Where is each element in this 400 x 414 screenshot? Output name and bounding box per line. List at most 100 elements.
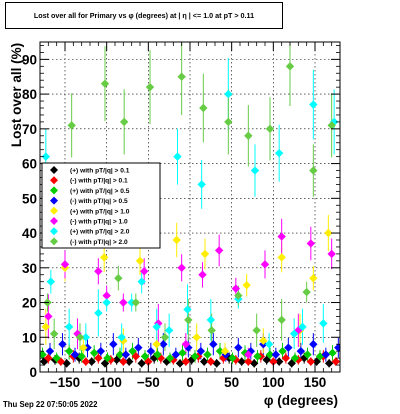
data-point [250,166,260,175]
data-point [152,340,161,349]
data-point [46,277,56,286]
legend-marker [50,227,58,236]
y-tick-label: 80 [22,87,37,102]
data-point [41,322,51,332]
data-point [81,333,91,342]
data-point [40,357,49,366]
data-point [278,346,287,356]
data-point [260,260,270,269]
data-point [207,326,216,335]
data-point [264,340,274,349]
data-point [277,232,286,241]
data-point [184,315,193,325]
data-point [100,79,110,88]
data-point [41,152,51,161]
legend-entry: (+) with pT/|q| > 0.5 [50,186,130,195]
data-point [328,348,337,358]
data-point [228,353,237,363]
data-point [298,322,307,332]
data-markers [40,62,340,368]
legend-entry: (+) with pT/|q| > 2.0 [50,227,130,236]
data-point [89,348,99,358]
data-point [259,336,268,345]
legend-label: (+) with pT/|q| > 1.0 [70,208,130,215]
data-point [306,357,316,366]
data-point [200,249,210,259]
data-point [131,352,141,361]
data-point [309,340,318,349]
data-point [334,343,340,352]
data-point [277,253,286,262]
timestamp: Thu Sep 22 07:50:05 2022 [3,400,98,409]
legend-entry: (+) with pT/|q| > 0.1 [50,166,130,175]
data-point [152,322,161,332]
data-point [203,350,212,359]
data-point [199,103,208,113]
data-point [309,274,318,283]
data-point [171,350,181,359]
data-point [102,298,111,307]
data-point [52,353,61,363]
y-tick-label: 30 [22,261,37,276]
data-point [327,121,336,130]
data-point [87,357,96,366]
data-point [44,353,53,363]
data-point [44,312,53,321]
legend-box [41,162,161,249]
data-point [181,340,191,349]
data-point [277,315,286,325]
data-point [196,346,206,356]
data-point [153,350,162,359]
data-point [119,336,128,345]
legend-marker [50,166,58,174]
data-point [231,284,241,293]
data-point [206,315,216,325]
data-point [265,350,275,359]
data-point [94,353,103,363]
data-point [192,333,201,342]
data-point [253,352,262,361]
data-point [128,346,137,356]
data-point [183,305,192,314]
y-axis-title: Lost over all (%) [9,43,24,147]
y-tick-label: 10 [22,330,37,345]
data-point [121,350,131,359]
data-point [252,326,261,335]
data-point [64,322,74,332]
data-point [67,121,76,130]
data-point [178,348,187,358]
x-tick-label: −50 [137,375,160,390]
data-point [165,353,175,363]
data-point [224,89,233,99]
legend-marker [50,206,58,215]
data-point [281,353,291,363]
data-point [287,359,296,368]
data-point [45,346,55,356]
data-point [198,270,207,279]
legend-entry: (+) with pT/|q| > 1.0 [50,206,130,215]
data-point [274,148,284,158]
legend-label: (-) with pT/|q| > 2.0 [70,239,128,246]
data-point [296,346,306,356]
chart-title: Lost over all for Primary vs φ (degrees)… [33,11,255,20]
legend-label: (+) with pT/|q| > 0.5 [70,188,130,195]
data-point [302,287,311,297]
y-tick-label: 40 [22,226,37,241]
data-point [285,62,295,71]
data-point [75,333,85,342]
y-tick-label: 70 [22,122,37,137]
data-point [324,359,334,368]
data-point [271,350,281,359]
data-point [319,319,328,328]
data-point [262,355,271,365]
tick-labels: −150 −100 −50 0 50 100 150 0 10 20 30 40 50 60 70 80 90 [22,52,326,390]
data-point [94,267,103,276]
data-point [40,350,47,359]
data-point [209,340,218,349]
data-point [99,253,109,262]
data-point [64,346,74,356]
data-point [124,357,134,366]
data-point [206,357,216,366]
x-tick-label: 100 [262,375,285,390]
